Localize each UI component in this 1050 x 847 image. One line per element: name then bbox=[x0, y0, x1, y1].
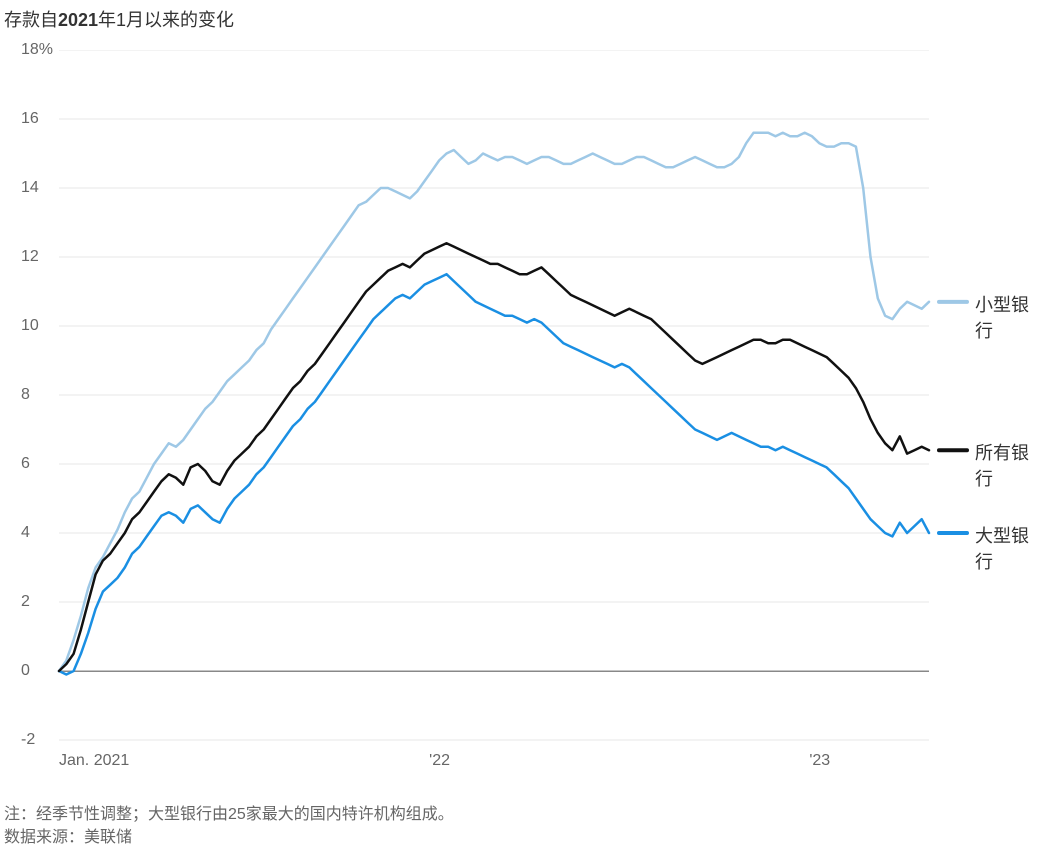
series-line-large bbox=[59, 274, 929, 674]
x-tick-label: '22 bbox=[429, 752, 450, 770]
y-tick-label: 12 bbox=[21, 248, 39, 266]
x-tick-label: '23 bbox=[809, 752, 830, 770]
series-line-small bbox=[59, 133, 929, 671]
footnote-2: 数据来源：美联储 bbox=[4, 823, 132, 847]
x-tick-label: Jan. 2021 bbox=[59, 752, 129, 770]
y-tick-label: -2 bbox=[21, 731, 35, 749]
y-tick-label: 0 bbox=[21, 662, 30, 680]
footnote-1: 注：经季节性调整；大型银行由25家最大的国内特许机构组成。 bbox=[4, 800, 454, 824]
y-tick-label: 14 bbox=[21, 179, 39, 197]
y-tick-label: 16 bbox=[21, 110, 39, 128]
chart-svg bbox=[4, 50, 1044, 770]
title-suffix: 年1月以来的变化 bbox=[98, 10, 234, 30]
title-prefix: 存款自 bbox=[4, 10, 58, 30]
y-tick-label: 6 bbox=[21, 455, 30, 473]
y-tick-label: 2 bbox=[21, 593, 30, 611]
legend-label-all: 所有银行 bbox=[975, 439, 1044, 491]
y-tick-label: 10 bbox=[21, 317, 39, 335]
series-line-all bbox=[59, 243, 929, 671]
y-tick-label: 8 bbox=[21, 386, 30, 404]
y-tick-label: 4 bbox=[21, 524, 30, 542]
chart-container: 存款自2021年1月以来的变化 18% 16 14 12 10 8 6 4 2 0 -2 Jan. 2… bbox=[0, 0, 1050, 847]
y-tick-label: 18% bbox=[21, 41, 53, 59]
chart-title: 存款自2021年1月以来的变化 bbox=[4, 6, 234, 32]
plot-area: 18%1614121086420-2Jan. 2021'22'23小型银行所有银… bbox=[4, 50, 1044, 770]
legend-label-small: 小型银行 bbox=[975, 291, 1044, 343]
title-year: 2021 bbox=[58, 10, 98, 30]
legend-label-large: 大型银行 bbox=[975, 522, 1044, 574]
